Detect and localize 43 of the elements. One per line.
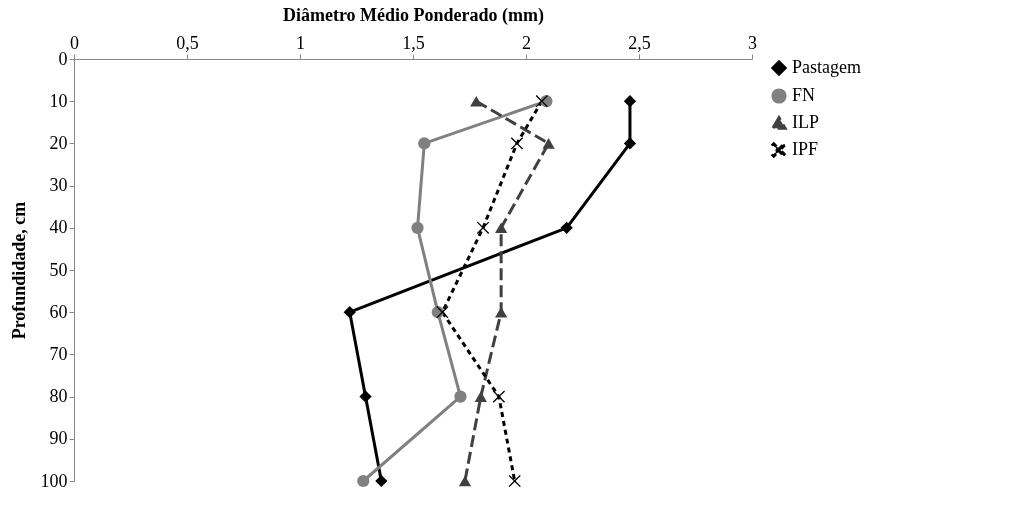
y-tick-label: 70 [49,343,68,364]
y-tick-label: 80 [49,386,68,407]
point [510,137,524,150]
y-tick-label: 20 [49,132,68,153]
point [454,390,467,403]
x-tick-label: 1,5 [402,32,425,53]
point [357,474,370,488]
legend-label: FN [792,85,816,105]
point [476,221,490,234]
point [375,474,388,488]
point [508,474,521,488]
x-axis-title: Diâmetro Médio Ponderado (mm) [282,4,545,26]
point [492,390,505,403]
x-tick-label: 2 [522,32,531,53]
y-tick-label: 40 [49,217,68,238]
x-tick-label: 2,5 [628,32,651,53]
legend-label: Pastagem [792,57,861,77]
x-tick-label: 0,5 [176,32,199,53]
legend-label: IPF [792,139,819,159]
y-tick-label: 30 [49,175,68,196]
point [623,137,637,150]
point [418,137,431,150]
point [359,390,372,403]
x-tick-label: 1 [296,32,305,53]
y-axis-title: Profundidade, cm [8,201,29,340]
legend-label: ILP [792,112,819,132]
point [495,222,508,234]
y-tick-label: 100 [40,470,68,491]
point [458,475,472,487]
point [411,221,424,234]
y-tick-label: 10 [49,90,68,111]
point [470,95,483,107]
y-tick-label: 90 [49,428,68,449]
point [436,306,449,319]
point [474,391,487,402]
y-tick-label: 50 [49,259,68,280]
y-tick-label: 60 [49,301,68,322]
point [343,306,356,319]
point [542,138,555,149]
x-tick-label: 3 [748,32,757,53]
y-tick-label: 0 [58,48,68,69]
point [560,221,573,234]
point [623,95,637,108]
